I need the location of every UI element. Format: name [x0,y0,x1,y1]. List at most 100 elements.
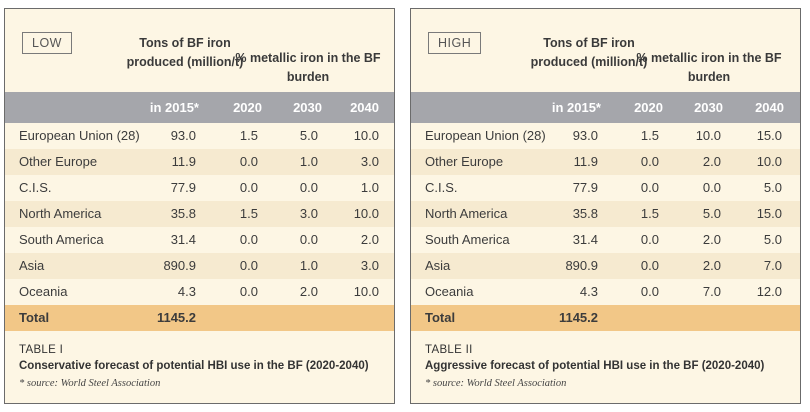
cell-2020: 0.0 [239,284,258,299]
total-row: Total 1145.2 [5,305,394,331]
cell-region: European Union (28) [19,128,140,143]
cell-2040: 3.0 [360,258,379,273]
total-label: Total [425,310,456,325]
cell-region: North America [425,206,508,221]
cell-2030: 5.0 [702,206,721,221]
cell-tons: 77.9 [170,180,196,195]
header-band: in 2015* 2020 2030 2040 [5,92,394,123]
table-caption: Aggressive forecast of potential HBI use… [425,360,765,372]
cell-region: South America [425,232,510,247]
header-tons: Tons of BF iron produced (million/t) [126,36,244,69]
table-row: C.I.S. 77.9 0.0 0.0 1.0 [5,175,394,201]
cell-2020: 0.0 [640,258,659,273]
table-panel-low: LOW Tons of BF iron produced (million/t)… [4,8,395,404]
cell-2020: 0.0 [640,154,659,169]
cell-region: South America [19,232,104,247]
table-row: Asia 890.9 0.0 2.0 7.0 [411,253,800,279]
source-note: * source: World Steel Association [19,378,161,389]
cell-2020: 1.5 [640,206,659,221]
cell-2030: 0.0 [299,180,318,195]
cell-2040: 3.0 [360,154,379,169]
cell-2030: 0.0 [702,180,721,195]
cell-2040: 15.0 [756,206,782,221]
table-row: South America 31.4 0.0 0.0 2.0 [5,227,394,253]
table-row: North America 35.8 1.5 5.0 15.0 [411,201,800,227]
cell-tons: 11.9 [171,154,196,169]
cell-tons: 890.9 [565,258,598,273]
cell-tons: 35.8 [572,206,598,221]
table-row: Asia 890.9 0.0 1.0 3.0 [5,253,394,279]
cell-2030: 10.0 [695,128,721,143]
table-row: South America 31.4 0.0 2.0 5.0 [411,227,800,253]
cell-tons: 35.8 [170,206,196,221]
cell-region: Asia [19,258,45,273]
table-row: C.I.S. 77.9 0.0 0.0 5.0 [411,175,800,201]
table-panel-high: HIGH Tons of BF iron produced (million/t… [410,8,801,404]
cell-2020: 1.5 [239,128,258,143]
col-header-2040: 2040 [350,100,379,115]
cell-2040: 10.0 [353,206,379,221]
col-header-2015: in 2015* [551,100,601,115]
table-number: TABLE II [425,344,473,356]
cell-region: Oceania [19,284,68,299]
cell-region: Oceania [425,284,474,299]
cell-2030: 3.0 [299,206,318,221]
header-metallic-pct: % metallic iron in the BF burden [235,51,381,84]
cell-2040: 5.0 [763,180,782,195]
cell-2040: 5.0 [763,232,782,247]
header-metallic-pct: % metallic iron in the BF burden [636,51,782,84]
cell-2030: 1.0 [299,154,318,169]
cell-2020: 0.0 [239,232,258,247]
cell-2020: 0.0 [239,154,258,169]
table-number: TABLE I [19,344,64,356]
cell-2020: 0.0 [640,232,659,247]
cell-region: Other Europe [19,154,98,169]
col-header-2030: 2030 [694,100,723,115]
cell-2030: 5.0 [299,128,318,143]
cell-tons: 93.0 [572,128,598,143]
table-row: European Union (28) 93.0 1.5 5.0 10.0 [5,123,394,149]
table-row: Oceania 4.3 0.0 7.0 12.0 [411,279,800,305]
cell-2020: 0.0 [239,180,258,195]
table-row: European Union (28) 93.0 1.5 10.0 15.0 [411,123,800,149]
cell-tons: 4.3 [177,284,196,299]
cell-2030: 0.0 [299,232,318,247]
table-row: Oceania 4.3 0.0 2.0 10.0 [5,279,394,305]
cell-2040: 2.0 [360,232,379,247]
cell-tons: 77.9 [572,180,598,195]
cell-region: North America [19,206,102,221]
cell-2040: 10.0 [353,128,379,143]
cell-region: C.I.S. [425,180,458,195]
cell-2040: 10.0 [353,284,379,299]
cell-region: C.I.S. [19,180,52,195]
cell-2020: 1.5 [239,206,258,221]
source-note: * source: World Steel Association [425,378,567,389]
scenario-label: LOW [22,32,72,54]
cell-2030: 2.0 [702,154,721,169]
cell-region: Other Europe [425,154,504,169]
cell-tons: 890.9 [163,258,196,273]
cell-tons: 11.9 [573,154,598,169]
cell-tons: 93.0 [170,128,196,143]
cell-2020: 0.0 [640,284,659,299]
header-tons: Tons of BF iron produced (million/t) [530,36,648,69]
scenario-label: HIGH [428,32,482,54]
cell-2030: 2.0 [702,258,721,273]
col-header-2030: 2030 [293,100,322,115]
cell-2020: 0.0 [640,180,659,195]
cell-2040: 7.0 [763,258,782,273]
col-header-2020: 2020 [634,100,663,115]
cell-2030: 7.0 [702,284,721,299]
cell-2030: 2.0 [702,232,721,247]
cell-tons: 31.4 [170,232,196,247]
table-row: Other Europe 11.9 0.0 2.0 10.0 [411,149,800,175]
cell-region: European Union (28) [425,128,546,143]
table-caption: Conservative forecast of potential HBI u… [19,360,369,372]
total-tons: 1145.2 [156,310,196,325]
col-header-2040: 2040 [755,100,784,115]
cell-2040: 15.0 [756,128,782,143]
cell-2040: 10.0 [756,154,782,169]
total-label: Total [19,310,50,325]
table-row: Other Europe 11.9 0.0 1.0 3.0 [5,149,394,175]
total-row: Total 1145.2 [411,305,800,331]
